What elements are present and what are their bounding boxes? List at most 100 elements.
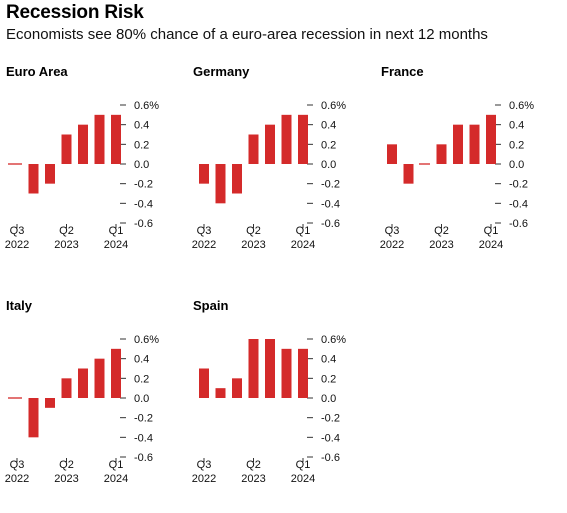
bar [232, 378, 242, 398]
bar [469, 124, 480, 164]
bar [45, 164, 55, 184]
x-tick-label: Q3 [385, 225, 400, 237]
y-tick-label: 0.2 [509, 139, 524, 151]
x-tick-label: 2022 [5, 473, 29, 485]
x-tick-label: 2023 [54, 239, 78, 251]
bar [199, 368, 209, 398]
bar-chart: 0.6% 0.4 0.2 0.0 -0.2 -0.4 -0.6 Q3 2022 Q2 2023 Q1 2… [192, 334, 347, 485]
bar [453, 124, 463, 164]
y-tick-label: 0.4 [509, 120, 524, 132]
bar [387, 144, 397, 164]
y-tick-label: 0.2 [321, 373, 336, 385]
bar [281, 114, 292, 164]
panel-italy: Italy 0.6% 0.4 0.2 0.0 -0.2 -0.4 -0.6 Q3 2022 Q2 2… [5, 298, 191, 513]
panel-germany: Germany 0.6% 0.4 0.2 0.0 -0.2 -0.4 -0.6 Q3 2022 Q… [192, 64, 378, 279]
x-tick-label: 2022 [192, 473, 216, 485]
x-tick-label: Q3 [197, 459, 212, 471]
y-tick-label: -0.4 [509, 198, 528, 210]
panel-title: Euro Area [6, 64, 68, 79]
bar [436, 144, 447, 164]
bar [78, 124, 88, 164]
bar [265, 339, 275, 398]
x-tick-label: Q2 [434, 225, 449, 237]
y-tick-label: -0.6 [134, 452, 153, 464]
bar [298, 114, 308, 164]
bar [111, 348, 121, 398]
bar [215, 164, 226, 204]
y-tick-label: 0.0 [134, 159, 149, 171]
y-tick-label: 0.4 [134, 120, 149, 132]
x-tick-label: 2022 [5, 239, 29, 251]
y-tick-label: -0.4 [134, 432, 153, 444]
y-tick-label: -0.2 [321, 413, 340, 425]
x-tick-label: Q2 [59, 459, 74, 471]
y-tick-label: 0.0 [134, 393, 149, 405]
y-tick-label: 0.6% [321, 334, 346, 346]
panel-spain: Spain 0.6% 0.4 0.2 0.0 -0.2 -0.4 -0.6 Q3 2022 Q2 2… [192, 298, 378, 513]
x-tick-label: 2024 [291, 473, 315, 485]
y-tick-label: 0.4 [321, 120, 336, 132]
bar [403, 164, 414, 184]
bar [78, 368, 88, 398]
y-tick-label: -0.2 [134, 179, 153, 191]
y-tick-label: -0.2 [509, 179, 528, 191]
y-tick-label: -0.4 [134, 198, 153, 210]
y-tick-label: -0.6 [509, 218, 528, 230]
bar [486, 114, 496, 164]
x-tick-label: Q2 [59, 225, 74, 237]
bar [28, 164, 39, 194]
bar [281, 348, 292, 398]
bar [298, 348, 308, 398]
x-tick-label: Q3 [10, 459, 25, 471]
panel-title: Spain [193, 298, 229, 313]
chart-subtitle: Economists see 80% chance of a euro-area… [6, 26, 488, 43]
bar [199, 164, 209, 184]
y-tick-label: 0.6% [509, 100, 534, 112]
x-tick-label: 2023 [54, 473, 78, 485]
x-tick-label: 2023 [241, 239, 265, 251]
bar [232, 164, 242, 194]
bar [94, 114, 105, 164]
y-tick-label: -0.2 [321, 179, 340, 191]
x-tick-label: 2022 [192, 239, 216, 251]
y-tick-label: 0.0 [321, 159, 336, 171]
bar [215, 388, 226, 398]
x-tick-label: 2024 [479, 239, 503, 251]
panel-title: Germany [193, 64, 250, 79]
bar [61, 378, 72, 398]
bar-chart: 0.6% 0.4 0.2 0.0 -0.2 -0.4 -0.6 Q3 2022 Q2 2023 Q1 2… [5, 334, 160, 485]
x-tick-label: Q2 [246, 225, 261, 237]
panel-title: Italy [6, 298, 33, 313]
y-tick-label: 0.6% [134, 334, 159, 346]
y-tick-label: 0.6% [134, 100, 159, 112]
y-tick-label: 0.6% [321, 100, 346, 112]
y-tick-label: 0.4 [134, 354, 149, 366]
panel-euro-area: Euro Area 0.6% 0.4 0.2 0.0 -0.2 -0.4 -0.6 Q3 202… [5, 64, 191, 279]
bar [61, 134, 72, 164]
y-tick-label: 0.4 [321, 354, 336, 366]
x-tick-label: 2024 [104, 473, 128, 485]
bar [45, 398, 55, 408]
x-tick-label: Q1 [296, 225, 311, 237]
y-tick-label: 0.2 [321, 139, 336, 151]
x-tick-label: 2024 [291, 239, 315, 251]
bar [248, 134, 259, 164]
x-tick-label: Q2 [246, 459, 261, 471]
x-tick-label: 2023 [241, 473, 265, 485]
panel-france: France 0.6% 0.4 0.2 0.0 -0.2 -0.4 -0.6 Q3 2022 Q2… [380, 64, 566, 279]
y-tick-label: -0.4 [321, 198, 340, 210]
x-tick-label: Q1 [296, 459, 311, 471]
y-tick-label: 0.0 [321, 393, 336, 405]
y-tick-label: 0.2 [134, 139, 149, 151]
panel-title: France [381, 64, 424, 79]
y-tick-label: -0.4 [321, 432, 340, 444]
chart-title: Recession Risk [6, 2, 144, 23]
bar [28, 398, 39, 438]
y-tick-label: -0.2 [134, 413, 153, 425]
y-tick-label: -0.6 [321, 218, 340, 230]
bar [111, 114, 121, 164]
bar [94, 358, 105, 398]
x-tick-label: 2023 [429, 239, 453, 251]
y-tick-label: -0.6 [321, 452, 340, 464]
y-tick-label: 0.0 [509, 159, 524, 171]
